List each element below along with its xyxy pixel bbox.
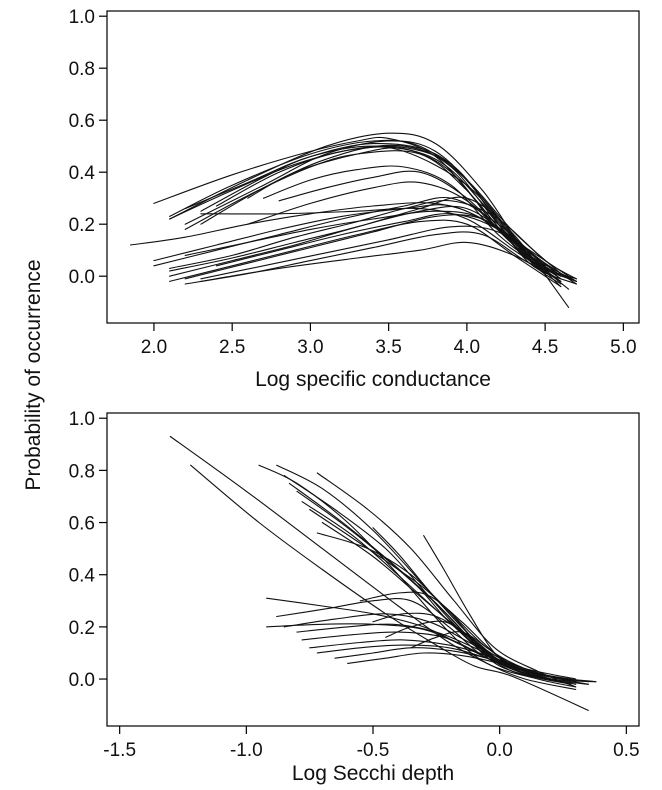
series-line-23	[200, 225, 577, 285]
y-tick-label: 0.6	[69, 111, 95, 132]
y-tick-label: 1.0	[69, 409, 95, 430]
y-tick-label: 0.8	[69, 59, 95, 80]
series-line-25	[200, 241, 562, 282]
x-axis-title: Log Secchi depth	[292, 762, 454, 785]
x-tick-label: 4.0	[454, 337, 480, 358]
plot-frame	[106, 10, 640, 324]
series-line-16	[129, 202, 577, 282]
y-tick-label: 0.0	[69, 670, 95, 691]
y-tick-label: 0.4	[69, 163, 96, 184]
series-line-22	[169, 219, 562, 288]
x-tick-label: -0.5	[357, 740, 390, 761]
series-line-28	[184, 210, 562, 280]
series-line-6	[288, 482, 564, 683]
x-tick-label: 5.0	[610, 337, 636, 358]
top-panel-conductance: Log specific conductance 0.0 0.2 0.4 0.6 0.8…	[69, 7, 640, 391]
series-line-14	[200, 207, 562, 282]
y-tick-label: 0.4	[69, 566, 96, 587]
y-tick-label: 0.2	[69, 618, 95, 639]
x-tick-label: -1.0	[230, 740, 263, 761]
series-line-11	[184, 150, 562, 282]
series-line-12	[262, 165, 546, 272]
x-tick-label: -1.5	[103, 740, 136, 761]
series-line-1	[169, 435, 577, 691]
x-tick-label: 4.5	[532, 337, 558, 358]
x-tick-label: 0.5	[613, 740, 639, 761]
series-line-18	[276, 598, 577, 683]
y-tick-label: 0.2	[69, 215, 95, 236]
series-line-28	[385, 620, 551, 677]
series-line-7	[169, 146, 562, 277]
series-line-17	[153, 196, 546, 267]
x-tick-label: 3.0	[297, 337, 323, 358]
series-line-15	[247, 181, 562, 277]
y-tick-label: 1.0	[69, 7, 95, 28]
series-line-15	[423, 535, 551, 680]
series-line-13	[372, 527, 539, 675]
series-line-22	[309, 639, 577, 680]
bottom-panel-secchi: Log Secchi depth 0.0 0.2 0.4 0.6 0.8 1.0 -1.5 -…	[69, 409, 640, 785]
y-tick-label: 0.0	[69, 267, 95, 288]
y-tick-label: 0.8	[69, 461, 95, 482]
series-line-26	[169, 196, 570, 308]
x-tick-label: 0.0	[486, 740, 512, 761]
series-line-29	[410, 631, 551, 680]
x-axis-title: Log specific conductance	[255, 368, 491, 391]
series-line-7	[296, 490, 572, 685]
y-axis-title: Probability of occurrence	[22, 259, 45, 490]
x-tick-label: 2.5	[219, 337, 245, 358]
series-line-3	[169, 132, 577, 282]
y-tick-label: 0.6	[69, 514, 95, 535]
x-tick-label: 3.5	[375, 337, 401, 358]
x-tick-label: 2.0	[141, 337, 167, 358]
